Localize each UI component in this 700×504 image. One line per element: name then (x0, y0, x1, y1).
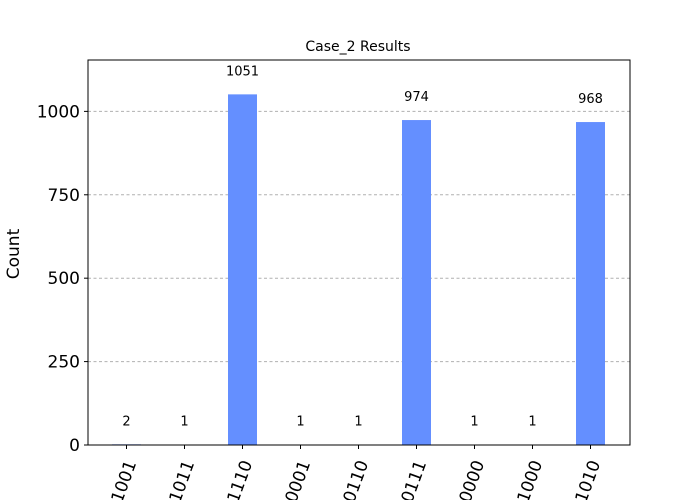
y-tick-label: 250 (48, 353, 80, 373)
chart-title: Case_2 Results (305, 39, 410, 55)
bar-value-label: 2 (122, 414, 130, 429)
bar-value-label: 1 (180, 415, 188, 430)
y-axis-label: Count (4, 228, 24, 279)
bar (402, 120, 431, 445)
y-tick-label: 500 (48, 269, 80, 289)
bar-value-label: 1 (470, 415, 478, 430)
bar (576, 122, 605, 445)
bar-value-label: 968 (578, 92, 603, 107)
bar-value-label: 1 (354, 415, 362, 430)
y-tick-label: 750 (48, 186, 80, 206)
bar-value-label: 974 (404, 90, 429, 105)
bar-value-label: 1051 (226, 64, 259, 79)
bar-value-label: 1 (296, 415, 304, 430)
y-tick-label: 0 (69, 436, 80, 456)
y-tick-label: 1000 (37, 102, 80, 122)
bar-value-label: 1 (528, 415, 536, 430)
bar (228, 94, 257, 445)
